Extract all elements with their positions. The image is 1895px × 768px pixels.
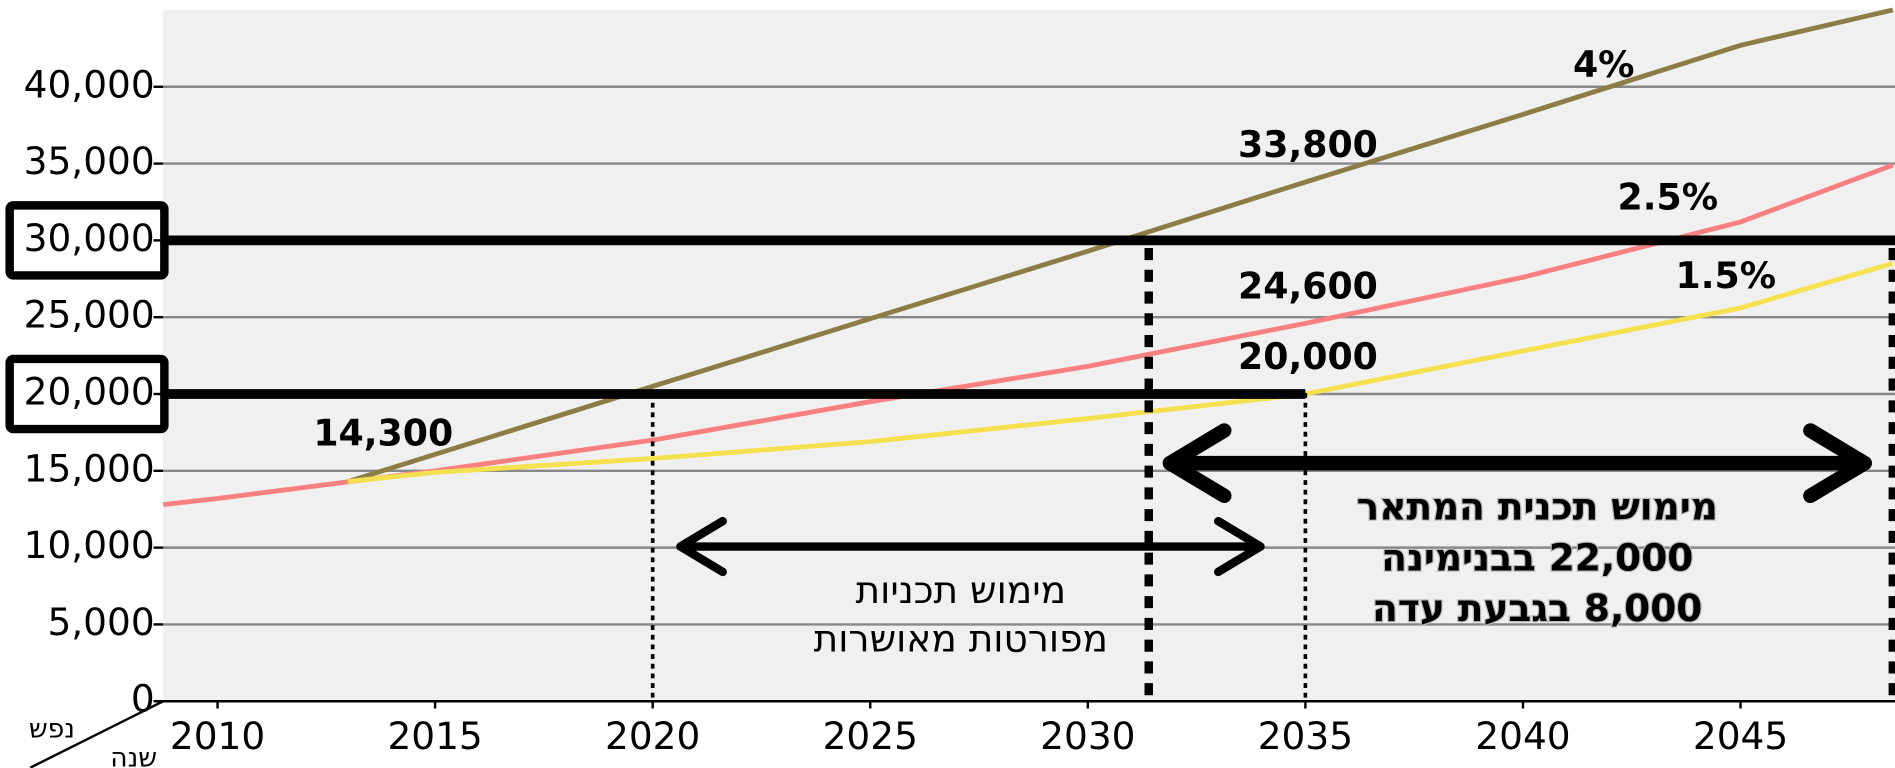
x-tick-label: 2025 (823, 714, 918, 758)
x-tick-label: 2010 (170, 714, 265, 758)
x-tick-label: 2020 (605, 714, 700, 758)
annotation: 8,000 בגבעת עדה (1372, 586, 1702, 630)
series-label: 1.5% (1676, 254, 1777, 297)
x-tick-label: 2035 (1258, 714, 1353, 758)
arrow-head (1803, 423, 1873, 504)
x-unit-label: שנה (110, 743, 157, 768)
y-tick-label: 25,000 (24, 293, 155, 337)
arrow-head (1162, 423, 1232, 504)
corner-divider (29, 700, 164, 768)
y-tick-label: 10,000 (24, 523, 155, 567)
annotation: מפורטות מאושרות (814, 616, 1108, 660)
x-tick-label: 2040 (1475, 714, 1570, 758)
annotation: 22,000 בבנימינה (1381, 535, 1693, 579)
annotation: מימוש תכנית המתאר (1357, 485, 1718, 529)
value-label: 14,300 (313, 412, 453, 455)
value-label: 33,800 (1238, 123, 1378, 166)
y-tick-label: 15,000 (24, 446, 155, 490)
value-label: 20,000 (1238, 335, 1378, 378)
plot-area (163, 9, 1895, 702)
arrow-head (1213, 516, 1265, 577)
annotation: מימוש תכניות (856, 568, 1067, 612)
y-tick-label: 30,000 (24, 216, 155, 260)
arrow-head (676, 516, 727, 577)
series-line (347, 261, 1894, 484)
y-tick-label: 5,000 (47, 600, 154, 644)
series-line (162, 162, 1894, 508)
y-tick-label: 0 (131, 677, 155, 721)
y-unit-label: נפש (29, 714, 75, 745)
x-tick-label: 2045 (1693, 714, 1788, 758)
series-label: 2.5% (1618, 176, 1719, 219)
x-tick-label: 2015 (387, 714, 482, 758)
series-line (347, 7, 1894, 484)
y-tick-label: 40,000 (24, 62, 155, 106)
x-tick-label: 2030 (1040, 714, 1135, 758)
series-label: 4% (1573, 43, 1635, 86)
y-tick-label: 35,000 (24, 139, 155, 183)
y-tick-label: 20,000 (24, 370, 155, 414)
value-label: 24,600 (1238, 264, 1378, 307)
